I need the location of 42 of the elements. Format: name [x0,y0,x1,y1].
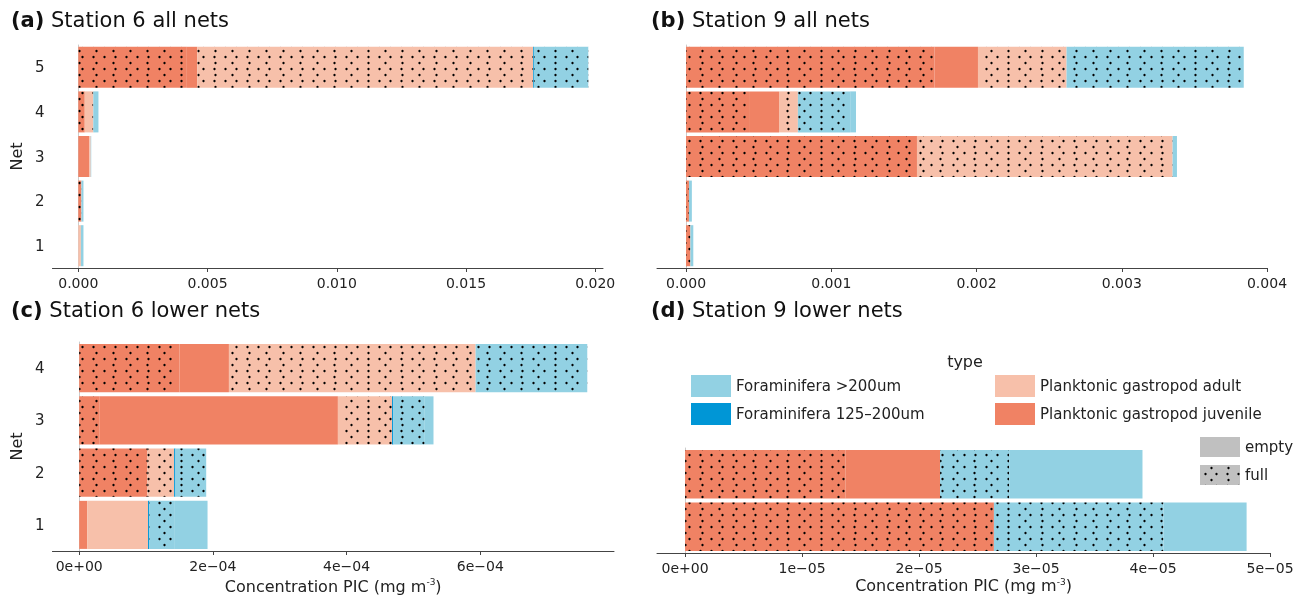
y-tick-label: 3 [34,411,45,430]
y-tick-label: 4 [34,102,45,121]
y-tick-label: 5 [34,58,45,77]
x-tick-label: 0.015 [445,275,487,291]
y-axis-title: Net [6,142,26,171]
y-tick-label: 4 [34,359,45,378]
y-tick-label: 1 [34,236,45,255]
y-axis-title: Net [6,432,26,461]
chart-title: (a) Station 6 all nets [11,7,230,32]
x-tick-label: 1e−05 [778,560,826,576]
x-tick-label: 0.001 [811,275,852,291]
x-tick-label: 0.003 [1101,275,1142,291]
legend-label: Foraminifera 125–200um [736,405,925,423]
y-tick-label: 2 [34,192,45,211]
legend-label: Planktonic gastropod juvenile [1040,405,1262,423]
x-tick-label: 4e−04 [323,558,371,574]
y-tick-label: 1 [34,515,45,534]
x-tick-label: 0.002 [956,275,997,291]
chart-title: (c) Station 6 lower nets [11,297,261,322]
x-tick-label: 6e−04 [456,558,504,574]
x-tick-label: 0.020 [575,275,616,291]
chart-title: (d) Station 9 lower nets [651,297,903,322]
legend-label: empty [1245,438,1294,456]
x-tick-label: 0e+00 [55,558,103,574]
chart-title: (b) Station 9 all nets [651,7,870,32]
x-tick-label: 0.005 [187,275,228,291]
y-tick-label: 2 [34,463,45,482]
x-tick-label: 2e−05 [895,560,943,576]
legend-label: Foraminifera >200um [736,377,902,395]
legend-label: Planktonic gastropod adult [1040,377,1242,395]
legend-label: full [1245,466,1269,484]
x-tick-label: 4e−05 [1129,560,1177,576]
y-tick-label: 3 [34,147,45,166]
x-tick-label: 2e−04 [189,558,237,574]
x-tick-label: 0.000 [666,275,707,291]
x-tick-label: 0.000 [58,275,99,291]
legend-title: type [947,351,983,371]
x-tick-label: 3e−05 [1012,560,1060,576]
x-tick-label: 0.010 [316,275,357,291]
x-tick-label: 5e−05 [1246,560,1294,576]
x-tick-label: 0.004 [1246,275,1288,291]
x-tick-label: 0e+00 [661,560,709,576]
